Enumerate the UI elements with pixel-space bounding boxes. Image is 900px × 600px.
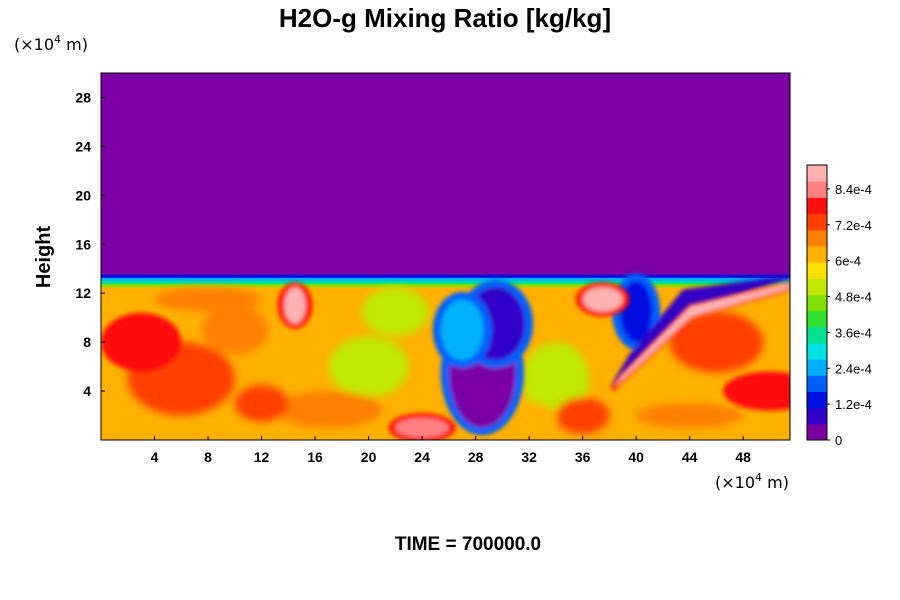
moist-maximum	[107, 317, 175, 367]
heatmap-blob	[636, 403, 744, 428]
y-tick-label: 20	[75, 187, 91, 203]
colorbar-segment	[807, 165, 827, 182]
x-tick-label: 44	[682, 449, 698, 465]
heatmap-moist-regions	[101, 281, 790, 440]
y-tick-label: 4	[83, 383, 91, 399]
colorbar-segment	[807, 310, 827, 328]
colorbar-segment	[807, 423, 827, 441]
colorbar-tick-label: 0	[835, 433, 842, 448]
plot-frame	[100, 72, 791, 441]
heatmap-blob	[669, 311, 764, 373]
x-tick-label: 48	[735, 449, 751, 465]
x-tick-label: 12	[254, 449, 270, 465]
colorbar-segment	[807, 181, 827, 198]
colorbar-segment	[807, 245, 827, 263]
heatmap-blob	[361, 287, 429, 337]
moist-maximum	[284, 287, 306, 324]
time-label: TIME = 700000.0	[395, 534, 541, 555]
heatmap-blob	[274, 391, 382, 428]
colorbar-frame	[806, 164, 828, 441]
x-tick-label: 20	[361, 449, 377, 465]
colorbar-segment	[807, 278, 827, 295]
dry-tongue	[609, 274, 790, 389]
colorbar-segment	[807, 294, 827, 312]
moist-plume	[611, 281, 790, 392]
y-tick-label: 16	[75, 236, 91, 252]
x-tick-label: 32	[521, 449, 537, 465]
heatmap-blob	[201, 305, 269, 355]
moist-maximum	[395, 417, 449, 438]
x-tick-label: 4	[151, 449, 159, 465]
colorbar-segment	[807, 229, 827, 247]
plot-area	[101, 73, 790, 440]
colorbar: 0 1.2e-4 2.4e-4 3.6e-4 4.8e-4 6e-4 7.2e-4 8.4e-…	[806, 164, 872, 448]
heatmap-blob	[522, 342, 590, 416]
colorbar-segment	[807, 342, 827, 360]
x-tick-label: 40	[628, 449, 644, 465]
heatmap-blob	[555, 397, 610, 434]
colorbar-segment	[807, 197, 827, 215]
x-axis-ticks: 4 8 12 16 20 24 28 32 36 40 44 48	[151, 436, 751, 465]
colorbar-tick-label: 7.2e-4	[835, 218, 872, 233]
y-tick-label: 12	[75, 285, 91, 301]
colorbar-tick-label: 1.2e-4	[835, 397, 872, 412]
x-tick-label: 36	[575, 449, 591, 465]
heatmap-dry-regions	[432, 273, 790, 436]
colorbar-segment	[807, 407, 827, 425]
colorbar-tick-label: 6e-4	[835, 254, 861, 269]
moist-maximum	[729, 376, 790, 406]
heatmap-blob	[328, 336, 409, 398]
y-axis-label: Height	[33, 226, 55, 289]
colorbar-tick-label: 4.8e-4	[835, 290, 872, 305]
x-tick-label: 28	[468, 449, 484, 465]
y-axis-unit-label: (×104 m)	[14, 33, 88, 54]
chart-title: H2O-g Mixing Ratio [kg/kg]	[279, 3, 611, 33]
moist-maximum	[582, 287, 623, 312]
x-tick-label: 24	[414, 449, 430, 465]
x-tick-label: 16	[307, 449, 323, 465]
dry-intrusion	[440, 299, 484, 361]
y-tick-label: 24	[75, 138, 91, 154]
y-axis-ticks: 4 8 12 16 20 24 28	[75, 89, 105, 399]
heatmap-blob	[154, 287, 262, 312]
colorbar-tick-label: 8.4e-4	[835, 182, 872, 197]
colorbar-segment	[807, 326, 827, 344]
heatmap-texture	[127, 287, 764, 434]
heatmap-blob	[234, 384, 289, 422]
colorbar-segment	[807, 391, 827, 409]
x-tick-label: 8	[204, 449, 212, 465]
x-axis-unit-label: (×104 m)	[715, 471, 789, 492]
colorbar-tick-label: 2.4e-4	[835, 361, 872, 376]
colorbar-segment	[807, 375, 827, 392]
colorbar-segment	[807, 262, 827, 279]
colorbar-segment	[807, 213, 827, 231]
y-tick-label: 8	[83, 334, 91, 350]
colorbar-segment	[807, 359, 827, 376]
colorbar-tick-label: 3.6e-4	[835, 325, 872, 340]
y-tick-label: 28	[75, 89, 91, 105]
